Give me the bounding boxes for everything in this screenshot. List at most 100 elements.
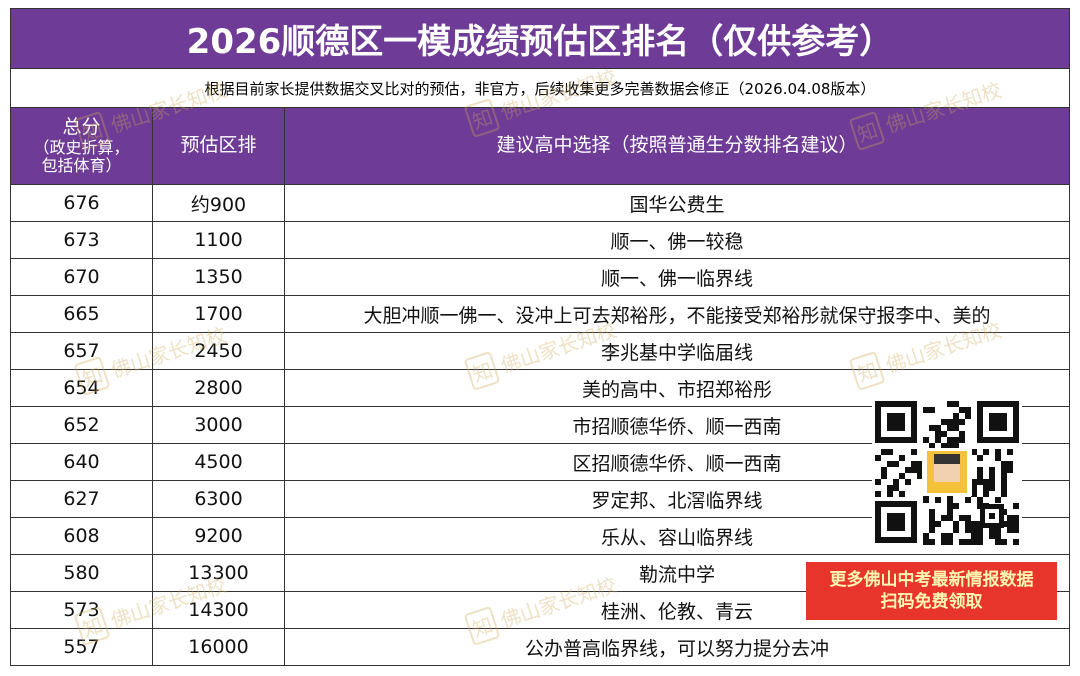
qr-module bbox=[893, 461, 899, 467]
qr-module bbox=[887, 513, 905, 531]
qr-module bbox=[983, 491, 989, 497]
qr-module bbox=[989, 467, 995, 473]
table-cell: 美的高中、市招郑裕彤 bbox=[285, 370, 1070, 407]
qr-module bbox=[1007, 527, 1013, 533]
qr-module bbox=[941, 533, 947, 539]
qr-module bbox=[887, 413, 905, 431]
table-cell: 673 bbox=[10, 222, 153, 259]
table-cell: 约900 bbox=[153, 185, 285, 222]
header-cell: 预估区排 bbox=[153, 108, 285, 185]
qr-module bbox=[989, 513, 995, 519]
table-cell: 608 bbox=[10, 518, 153, 555]
table-cell: 1350 bbox=[153, 259, 285, 296]
table-cell: 665 bbox=[10, 296, 153, 333]
qr-module bbox=[953, 443, 959, 449]
qr-module bbox=[977, 527, 983, 533]
table-cell: 市招顺德华侨、顺一西南 bbox=[285, 407, 1070, 444]
table-cell: 3000 bbox=[153, 407, 285, 444]
table-cell: 1100 bbox=[153, 222, 285, 259]
qr-module bbox=[917, 461, 923, 467]
table-cell: 676 bbox=[10, 185, 153, 222]
qr-module bbox=[953, 401, 959, 407]
qr-module bbox=[1001, 485, 1007, 491]
qr-module bbox=[953, 527, 959, 533]
qr-module bbox=[881, 449, 887, 455]
qr-module bbox=[1013, 539, 1019, 545]
table-cell: 627 bbox=[10, 481, 153, 518]
qr-module bbox=[953, 413, 959, 419]
qr-module bbox=[965, 527, 971, 533]
qr-module bbox=[971, 533, 977, 539]
qr-module bbox=[959, 419, 965, 425]
qr-module bbox=[959, 437, 965, 443]
table-cell: 李兆基中学临届线 bbox=[285, 333, 1070, 370]
qr-module bbox=[923, 533, 929, 539]
qr-module bbox=[947, 419, 953, 425]
qr-module bbox=[983, 485, 989, 491]
qr-module bbox=[971, 485, 977, 491]
qr-module bbox=[995, 497, 1001, 503]
qr-module bbox=[1007, 515, 1013, 521]
promo-box: 更多佛山中考最新情报数据 扫码免费领取 bbox=[806, 562, 1057, 620]
qr-module bbox=[941, 539, 947, 545]
table-cell: 乐从、容山临界线 bbox=[285, 518, 1070, 555]
table-cell: 670 bbox=[10, 259, 153, 296]
qr-module bbox=[947, 443, 953, 449]
qr-module bbox=[935, 431, 941, 437]
qr-module bbox=[929, 521, 935, 527]
promo-line: 更多佛山中考最新情报数据 bbox=[829, 569, 1034, 590]
table-cell: 勒流中学 bbox=[285, 555, 1070, 592]
qr-module bbox=[989, 473, 995, 479]
qr-module bbox=[965, 539, 971, 545]
qr-module bbox=[947, 425, 953, 431]
qr-module bbox=[947, 437, 953, 443]
qr-module bbox=[1007, 461, 1013, 467]
table-cell: 6300 bbox=[153, 481, 285, 518]
table-cell: 国华公费生 bbox=[285, 185, 1070, 222]
qr-module bbox=[959, 515, 965, 521]
table-cell: 14300 bbox=[153, 592, 285, 629]
table-cell: 652 bbox=[10, 407, 153, 444]
table-cell: 大胆冲顺一佛一、没冲上可去郑裕彤，不能接受郑裕彤就保守报李中、美的 bbox=[285, 296, 1070, 333]
header-text: 预估区排 bbox=[180, 134, 257, 157]
header-text: 总分 bbox=[62, 115, 101, 138]
qr-module bbox=[887, 449, 893, 455]
qr-module bbox=[995, 455, 1001, 461]
qr-module bbox=[977, 467, 983, 473]
qr-module bbox=[995, 533, 1001, 539]
qr-module bbox=[1001, 473, 1007, 479]
qr-module bbox=[935, 437, 941, 443]
qr-module bbox=[1007, 467, 1013, 473]
qr-module bbox=[899, 455, 905, 461]
qr-module bbox=[899, 491, 905, 497]
qr-module bbox=[923, 437, 929, 443]
qr-module bbox=[995, 539, 1001, 545]
qr-module bbox=[893, 485, 899, 491]
qr-module bbox=[1013, 527, 1019, 533]
qr-module bbox=[989, 413, 1007, 431]
qr-module bbox=[941, 515, 947, 521]
qr-module bbox=[911, 467, 917, 473]
qr-module bbox=[947, 533, 953, 539]
table-cell: 13300 bbox=[153, 555, 285, 592]
qr-module bbox=[977, 497, 983, 503]
qr-module bbox=[911, 449, 917, 455]
qr-module bbox=[983, 449, 989, 455]
qr-module bbox=[929, 539, 935, 545]
qr-module bbox=[959, 431, 965, 437]
table-cell: 桂洲、伦教、青云 bbox=[285, 592, 1070, 629]
table-cell: 654 bbox=[10, 370, 153, 407]
qr-module bbox=[983, 479, 989, 485]
qr-module bbox=[887, 461, 893, 467]
qr-module bbox=[941, 443, 947, 449]
qr-module bbox=[899, 473, 905, 479]
qr-module bbox=[965, 515, 971, 521]
qr-module bbox=[971, 527, 977, 533]
qr-module bbox=[929, 515, 935, 521]
qr-module bbox=[989, 479, 995, 485]
qr-module bbox=[929, 509, 935, 515]
qr-module bbox=[1007, 521, 1013, 527]
qr-module bbox=[1001, 467, 1007, 473]
table-cell: 2450 bbox=[153, 333, 285, 370]
subtitle: 根据目前家长提供数据交叉比对的预估，非官方，后续收集更多完善数据会修正（2026… bbox=[10, 69, 1070, 108]
